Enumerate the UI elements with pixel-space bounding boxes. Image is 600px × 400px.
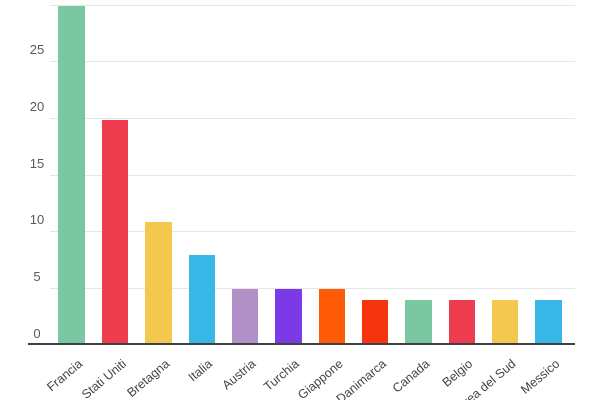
x-label-canada: Canada <box>389 356 432 396</box>
gridline-5 <box>50 288 575 289</box>
x-label-italia: Italia <box>185 356 216 385</box>
y-tick-label-30: 30 <box>20 0 54 1</box>
bar-canada[interactable] <box>405 300 432 344</box>
gridline-10 <box>50 231 575 232</box>
y-tick-label-25: 25 <box>29 42 45 57</box>
bar-messico[interactable] <box>535 300 562 344</box>
bar-italia[interactable] <box>188 255 215 344</box>
x-axis-line <box>28 343 575 345</box>
gridline-30 <box>50 5 575 6</box>
x-label-belgio: Belgio <box>439 356 476 390</box>
bar-bretagna[interactable] <box>145 222 172 344</box>
y-tick-label-0: 0 <box>33 326 41 341</box>
x-label-bretagna: Bretagna <box>124 356 172 400</box>
bar-turchia[interactable] <box>275 289 302 344</box>
x-label-stati-uniti: Stati Uniti <box>78 356 129 400</box>
bar-corea-del-sud[interactable] <box>491 300 519 344</box>
gridline-15 <box>50 175 575 176</box>
bar-belgio[interactable] <box>448 300 476 344</box>
bar-francia[interactable] <box>58 5 85 344</box>
y-tick-label-10: 10 <box>29 212 45 227</box>
bar-austria[interactable] <box>231 289 259 344</box>
y-tick-label-15: 15 <box>29 156 45 171</box>
x-label-messico: Messico <box>517 356 562 397</box>
bar-danimarca[interactable] <box>361 300 389 344</box>
x-label-austria: Austria <box>219 356 259 393</box>
y-tick-label-20: 20 <box>29 99 45 114</box>
gridline-20 <box>50 118 575 119</box>
y-tick-label-5: 5 <box>33 269 41 284</box>
bar-stati-uniti[interactable] <box>101 120 129 344</box>
bar-giappone[interactable] <box>318 289 345 344</box>
gridline-25 <box>50 61 575 62</box>
